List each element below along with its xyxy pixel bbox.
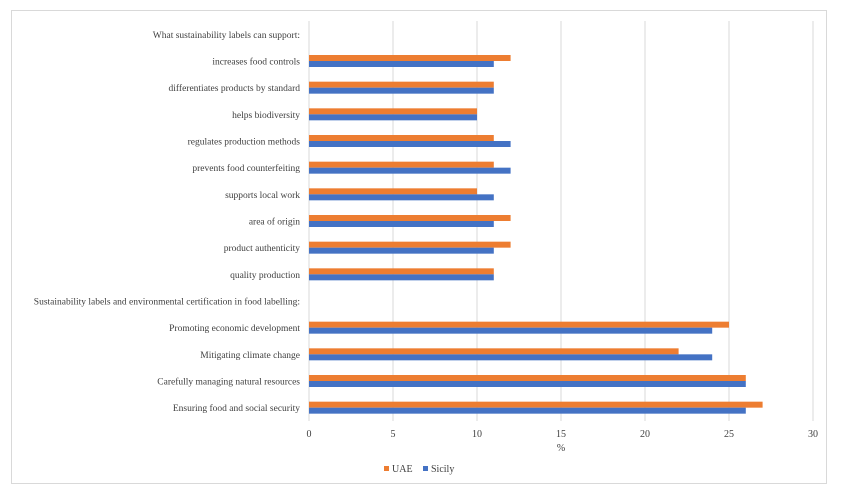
legend[interactable]: UAE Sicily: [384, 464, 454, 475]
category-label: supports local work: [225, 191, 300, 201]
category-label: product authenticity: [224, 244, 300, 254]
bar-uae: [309, 161, 494, 168]
legend-label: UAE: [392, 464, 413, 475]
bar-uae: [309, 188, 477, 195]
x-tick-label: 30: [808, 429, 818, 440]
category-label: What sustainability labels can support:: [153, 31, 300, 41]
category-label: differentiates products by standard: [169, 83, 301, 94]
x-tick-labels: 0 5 10 15 20 25 30: [307, 429, 819, 440]
legend-item-uae[interactable]: UAE: [384, 464, 413, 475]
bar-sicily: [309, 327, 713, 334]
bar-sicily: [309, 167, 511, 174]
legend-swatch: [384, 466, 389, 471]
bar-uae: [309, 55, 511, 61]
category-label: Promoting economic development: [169, 324, 300, 334]
bar-sicily: [309, 61, 494, 67]
bar-uae: [309, 108, 477, 115]
category-label: Carefully managing natural resources: [157, 377, 300, 388]
bar-sicily: [309, 381, 746, 387]
bar-sicily: [309, 87, 494, 94]
category-labels: What sustainability labels can support: i…: [34, 31, 301, 414]
category-label: increases food controls: [212, 57, 300, 68]
x-axis-title: %: [557, 443, 565, 454]
bar-uae: [309, 348, 679, 355]
bar-sicily: [309, 194, 494, 201]
x-tick-label: 5: [391, 429, 396, 440]
x-tick-label: 25: [724, 429, 734, 440]
bar-sicily: [309, 114, 477, 121]
category-label: quality production: [230, 271, 300, 281]
x-tick-label: 0: [307, 429, 312, 440]
bar-sicily: [309, 221, 494, 227]
bar-uae: [309, 268, 494, 275]
category-label: prevents food counterfeiting: [192, 163, 300, 174]
bars: [309, 55, 763, 414]
legend-label: Sicily: [431, 464, 454, 475]
bar-sicily: [309, 354, 713, 361]
bar-uae: [309, 135, 494, 141]
bar-uae: [309, 401, 763, 408]
category-label: helps biodiversity: [232, 111, 300, 121]
bar-uae: [309, 241, 511, 248]
bar-uae: [309, 215, 511, 221]
bar-uae: [309, 321, 729, 328]
category-label: Sustainability labels and environmental …: [34, 297, 300, 308]
bar-sicily: [309, 274, 494, 281]
bar-uae: [309, 375, 746, 381]
bar-uae: [309, 81, 494, 88]
x-tick-label: 10: [472, 429, 482, 440]
x-tick-label: 20: [640, 429, 650, 440]
category-label: area of origin: [249, 217, 300, 228]
bar-sicily: [309, 407, 746, 414]
bar-sicily: [309, 247, 494, 254]
legend-swatch: [423, 466, 428, 471]
category-label: regulates production methods: [188, 138, 301, 148]
category-label: Mitigating climate change: [200, 351, 300, 361]
bar-sicily: [309, 141, 511, 147]
category-label: Ensuring food and social security: [173, 403, 300, 414]
legend-item-sicily[interactable]: Sicily: [423, 464, 454, 475]
x-tick-label: 15: [556, 429, 566, 440]
